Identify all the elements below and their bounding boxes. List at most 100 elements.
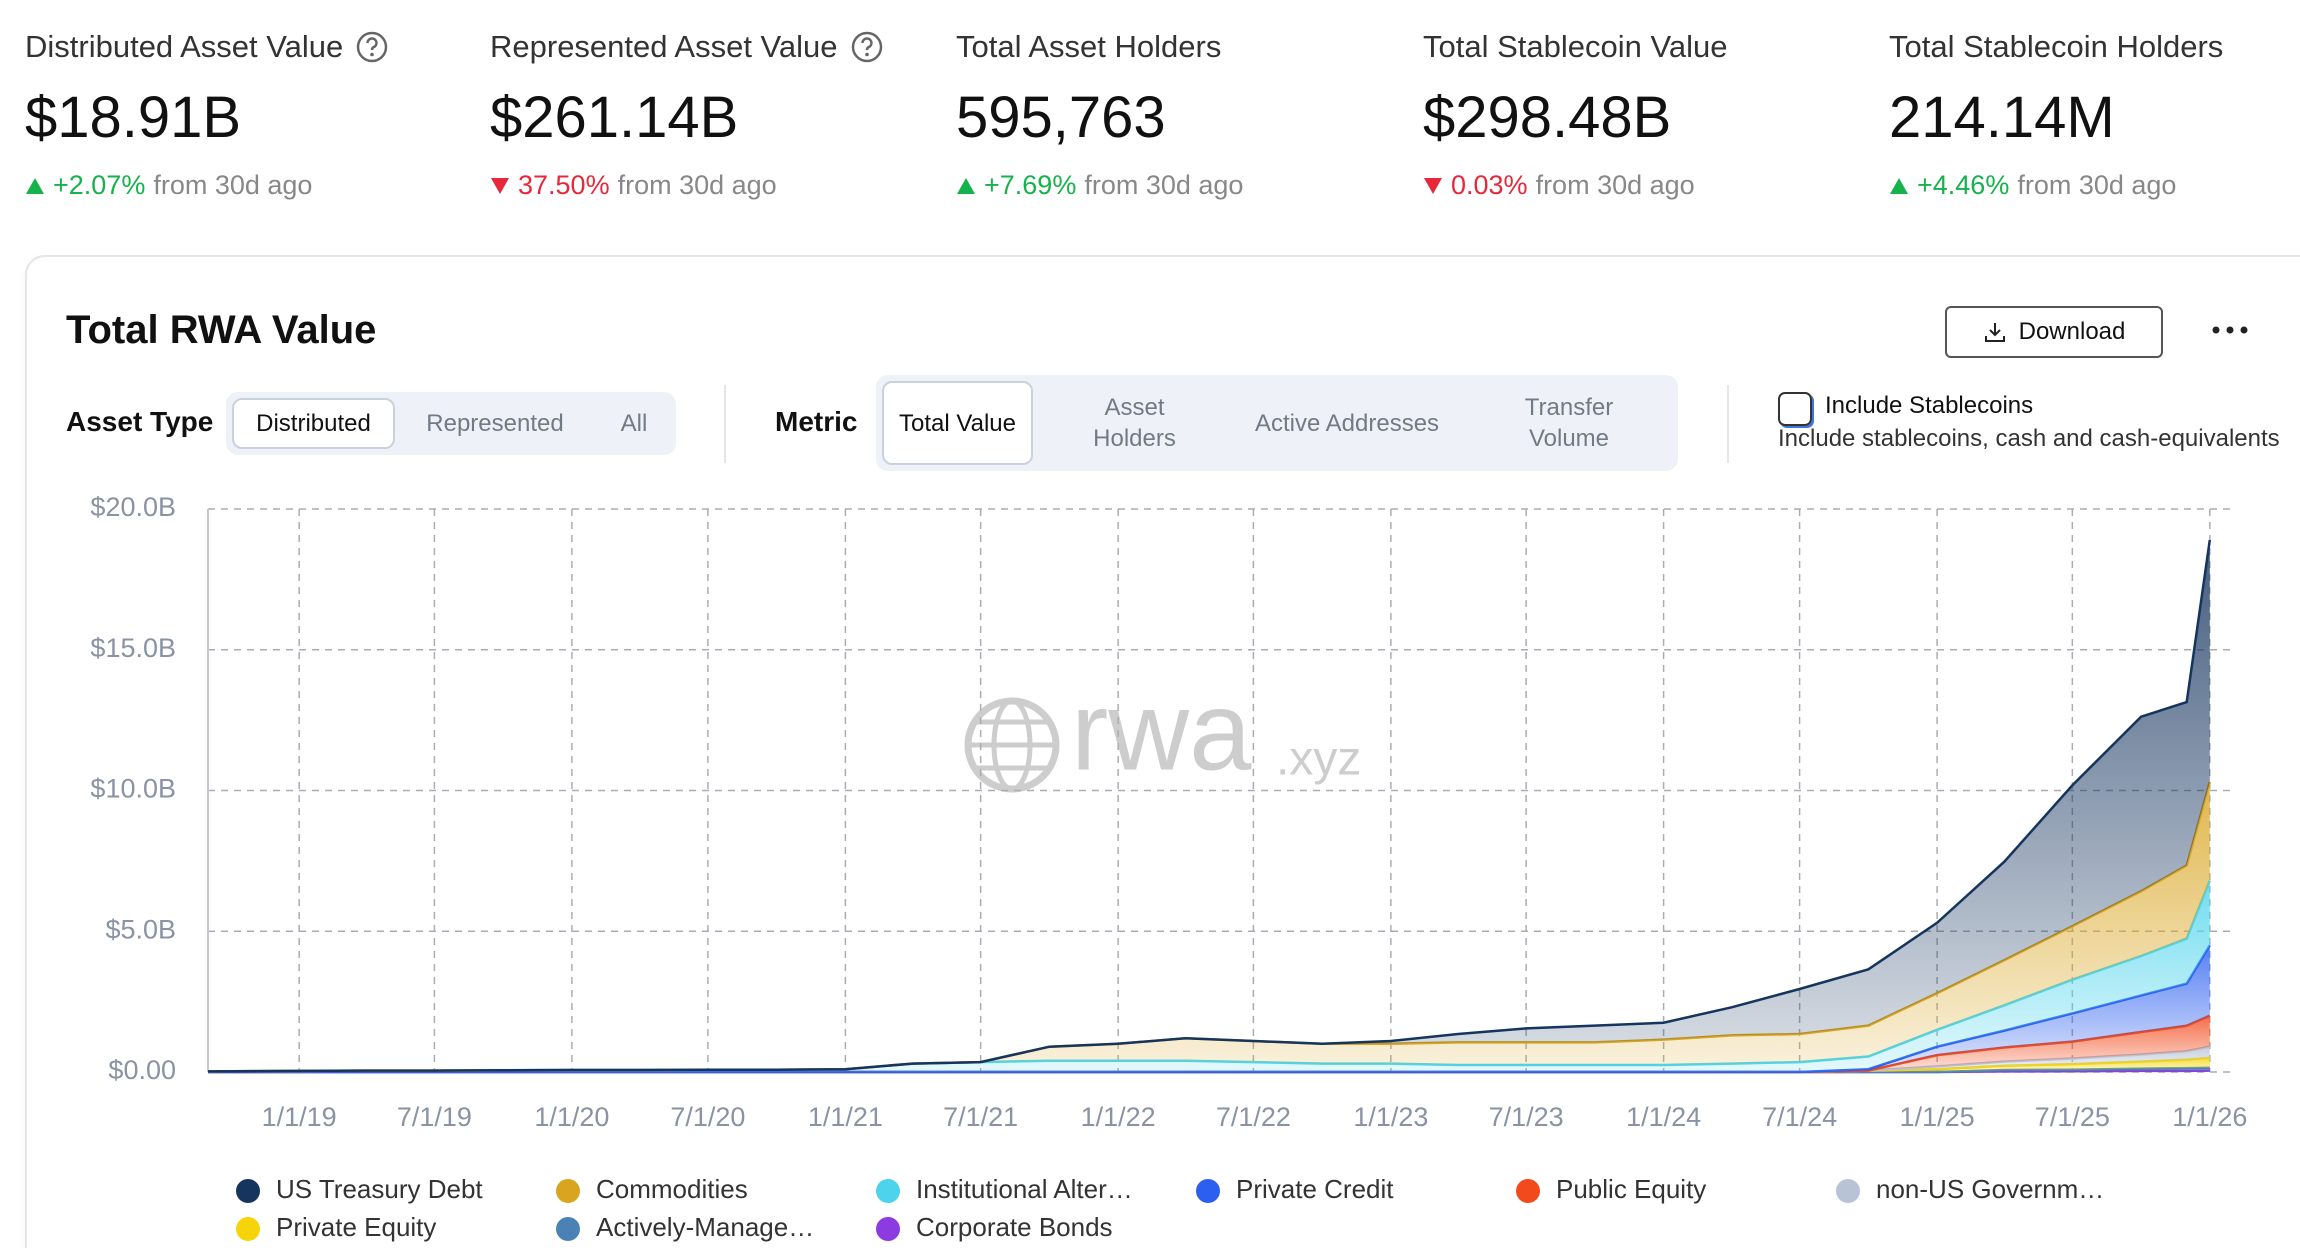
change-value: 37.50%	[518, 170, 610, 200]
x-tick-label: 7/1/23	[1489, 1102, 1564, 1132]
stat-label: Represented Asset Value	[490, 29, 838, 64]
option-button[interactable]: Total Value	[882, 381, 1033, 465]
help-icon	[851, 31, 883, 63]
stat-label: Total Asset Holders	[956, 29, 1222, 64]
arrow-down	[1424, 177, 1442, 194]
stat-value: $261.14B	[490, 85, 739, 150]
stat-label: Distributed Asset Value	[25, 29, 344, 64]
x-tick-label: 7/1/20	[670, 1102, 745, 1132]
change-suffix: from 30d ago	[2017, 170, 2177, 200]
arrow-up	[1890, 177, 1908, 194]
watermark: rwa .xyz	[964, 669, 1361, 794]
panel	[25, 255, 2300, 1248]
option-button[interactable]: All	[620, 410, 648, 437]
legend-marker	[876, 1179, 900, 1203]
help-dot	[865, 52, 869, 57]
legend-label: Actively-Manage…	[596, 1212, 814, 1242]
y-tick-label: $5.0B	[105, 914, 176, 944]
metric-selector: Total Value Asset Holders Active Addresses…	[876, 375, 1678, 471]
stat-value: 214.14M	[1889, 85, 2115, 150]
option-button[interactable]: Represented	[426, 410, 564, 437]
asset-type-label: Asset Type	[66, 406, 214, 437]
legend-marker	[1196, 1179, 1220, 1203]
change-value: 0.03%	[1451, 170, 1528, 200]
divider	[724, 385, 726, 463]
arrow	[957, 177, 975, 194]
arrow-down	[491, 177, 509, 194]
area-line	[207, 539, 2212, 1073]
option-button[interactable]: Asset Holders	[1093, 394, 1176, 452]
legend-label: US Treasury Debt	[276, 1174, 483, 1204]
download-icon	[1984, 323, 2005, 342]
x-tick-label: 1/1/26	[2172, 1102, 2247, 1132]
download-label: Download	[2018, 318, 2126, 345]
option-button[interactable]: Distributed	[232, 398, 395, 449]
area	[208, 782, 2210, 1072]
help-circle	[356, 31, 388, 63]
y-tick-label: $15.0B	[90, 633, 176, 663]
legend-marker	[556, 1179, 580, 1203]
stat-change: 0.03% from 30d ago	[1423, 170, 1695, 201]
arrow-up	[957, 177, 975, 194]
chart-title: Total RWA Value	[66, 308, 377, 352]
option-button[interactable]: Active Addresses	[1254, 409, 1440, 437]
stat-change: +4.46% from 30d ago	[1889, 170, 2176, 201]
legend-marker	[876, 1217, 900, 1241]
stablecoin-description: Include stablecoins, cash and cash-equiv…	[1778, 425, 2280, 452]
download-button[interactable]: Download	[1945, 306, 2163, 358]
legend-label: Private Equity	[276, 1212, 436, 1242]
stat-value: $18.91B	[25, 85, 242, 150]
stat-label: Total Stablecoin Value	[1423, 29, 1728, 64]
arrow	[26, 177, 44, 194]
help-mark	[861, 37, 873, 51]
more-menu[interactable]	[2210, 318, 2250, 342]
legend-marker	[556, 1217, 580, 1241]
arrow-up	[26, 177, 44, 194]
legend-label: Corporate Bonds	[916, 1212, 1113, 1242]
y-tick-label: $10.0B	[90, 774, 176, 804]
divider	[1727, 385, 1729, 463]
watermark-main: rwa	[1071, 669, 1252, 794]
legend-marker	[1836, 1179, 1860, 1203]
legend-marker	[1516, 1179, 1540, 1203]
change-suffix: from 30d ago	[153, 170, 313, 200]
stat-change: +2.07% from 30d ago	[25, 170, 312, 201]
legend-marker	[236, 1179, 260, 1203]
change-value: +7.69%	[984, 170, 1077, 200]
x-tick-label: 1/1/24	[1626, 1102, 1701, 1132]
legend-label: Commodities	[596, 1174, 748, 1204]
help-dot	[370, 52, 374, 57]
x-tick-label: 7/1/25	[2035, 1102, 2110, 1132]
stat-value: $298.48B	[1423, 85, 1672, 150]
x-tick-label: 7/1/24	[1762, 1102, 1837, 1132]
stablecoin-checkbox[interactable]	[1778, 392, 1812, 426]
x-tick-label: 7/1/19	[397, 1102, 472, 1132]
y-tick-label: $0.00	[108, 1055, 176, 1085]
x-tick-label: 1/1/25	[1900, 1102, 1975, 1132]
change-value: +4.46%	[1917, 170, 2010, 200]
stat-value: 595,763	[956, 85, 1166, 150]
arrow	[491, 177, 509, 194]
areas	[207, 539, 2212, 1074]
x-tick-label: 1/1/21	[808, 1102, 883, 1132]
x-tick-label: 1/1/20	[534, 1102, 609, 1132]
stat-change: +7.69% from 30d ago	[956, 170, 1243, 201]
x-tick-label: 1/1/22	[1081, 1102, 1156, 1132]
legend-label: Private Credit	[1236, 1174, 1394, 1204]
option-button[interactable]: Transfer Volume	[1524, 394, 1614, 452]
legend-label: non-US Governm…	[1876, 1174, 2104, 1204]
x-tick-label: 1/1/19	[262, 1102, 337, 1132]
legend-marker	[236, 1217, 260, 1241]
legend-label: Public Equity	[1556, 1174, 1706, 1204]
y-tick-label: $20.0B	[90, 492, 176, 522]
stat-label: Total Stablecoin Holders	[1889, 29, 2224, 64]
change-suffix: from 30d ago	[1084, 170, 1244, 200]
stat-change: 37.50% from 30d ago	[490, 170, 777, 201]
help-circle	[851, 31, 883, 63]
x-tick-label: 7/1/21	[943, 1102, 1018, 1132]
help-icon	[356, 31, 388, 63]
metric-label: Metric	[775, 406, 858, 437]
arrow	[1424, 177, 1442, 194]
stablecoin-label[interactable]: Include Stablecoins	[1825, 392, 2034, 419]
